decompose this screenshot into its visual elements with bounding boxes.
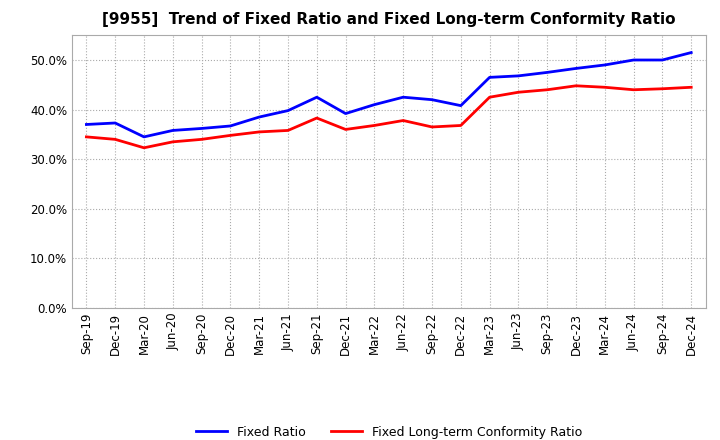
Fixed Long-term Conformity Ratio (312, 115, 321, 121)
Fixed Long-term Conformity Ratio (82, 134, 91, 139)
Fixed Ratio (572, 66, 580, 71)
Fixed Long-term Conformity Ratio (168, 139, 177, 144)
Legend: Fixed Ratio, Fixed Long-term Conformity Ratio: Fixed Ratio, Fixed Long-term Conformity … (191, 421, 587, 440)
Fixed Long-term Conformity Ratio (370, 123, 379, 128)
Fixed Ratio (658, 57, 667, 62)
Fixed Ratio (370, 102, 379, 107)
Fixed Long-term Conformity Ratio (514, 90, 523, 95)
Fixed Long-term Conformity Ratio (284, 128, 292, 133)
Fixed Long-term Conformity Ratio (600, 84, 609, 90)
Fixed Ratio (284, 108, 292, 113)
Fixed Long-term Conformity Ratio (399, 118, 408, 123)
Fixed Ratio (428, 97, 436, 103)
Fixed Ratio (255, 114, 264, 120)
Fixed Long-term Conformity Ratio (485, 95, 494, 100)
Fixed Long-term Conformity Ratio (197, 137, 206, 142)
Fixed Ratio (312, 95, 321, 100)
Fixed Ratio (82, 122, 91, 127)
Fixed Ratio (168, 128, 177, 133)
Fixed Ratio (456, 103, 465, 108)
Fixed Long-term Conformity Ratio (687, 84, 696, 90)
Fixed Ratio (399, 95, 408, 100)
Line: Fixed Long-term Conformity Ratio: Fixed Long-term Conformity Ratio (86, 86, 691, 148)
Fixed Long-term Conformity Ratio (428, 125, 436, 130)
Fixed Ratio (140, 134, 148, 139)
Fixed Ratio (197, 126, 206, 131)
Fixed Ratio (543, 70, 552, 75)
Fixed Ratio (111, 121, 120, 126)
Fixed Long-term Conformity Ratio (456, 123, 465, 128)
Fixed Ratio (687, 50, 696, 55)
Fixed Long-term Conformity Ratio (255, 129, 264, 135)
Fixed Ratio (600, 62, 609, 68)
Fixed Ratio (514, 73, 523, 78)
Fixed Long-term Conformity Ratio (140, 145, 148, 150)
Fixed Ratio (226, 123, 235, 128)
Fixed Long-term Conformity Ratio (341, 127, 350, 132)
Fixed Ratio (629, 57, 638, 62)
Line: Fixed Ratio: Fixed Ratio (86, 52, 691, 137)
Fixed Long-term Conformity Ratio (111, 137, 120, 142)
Fixed Long-term Conformity Ratio (226, 133, 235, 138)
Fixed Long-term Conformity Ratio (543, 87, 552, 92)
Fixed Long-term Conformity Ratio (629, 87, 638, 92)
Fixed Ratio (341, 111, 350, 116)
Title: [9955]  Trend of Fixed Ratio and Fixed Long-term Conformity Ratio: [9955] Trend of Fixed Ratio and Fixed Lo… (102, 12, 675, 27)
Fixed Long-term Conformity Ratio (572, 83, 580, 88)
Fixed Ratio (485, 75, 494, 80)
Fixed Long-term Conformity Ratio (658, 86, 667, 92)
